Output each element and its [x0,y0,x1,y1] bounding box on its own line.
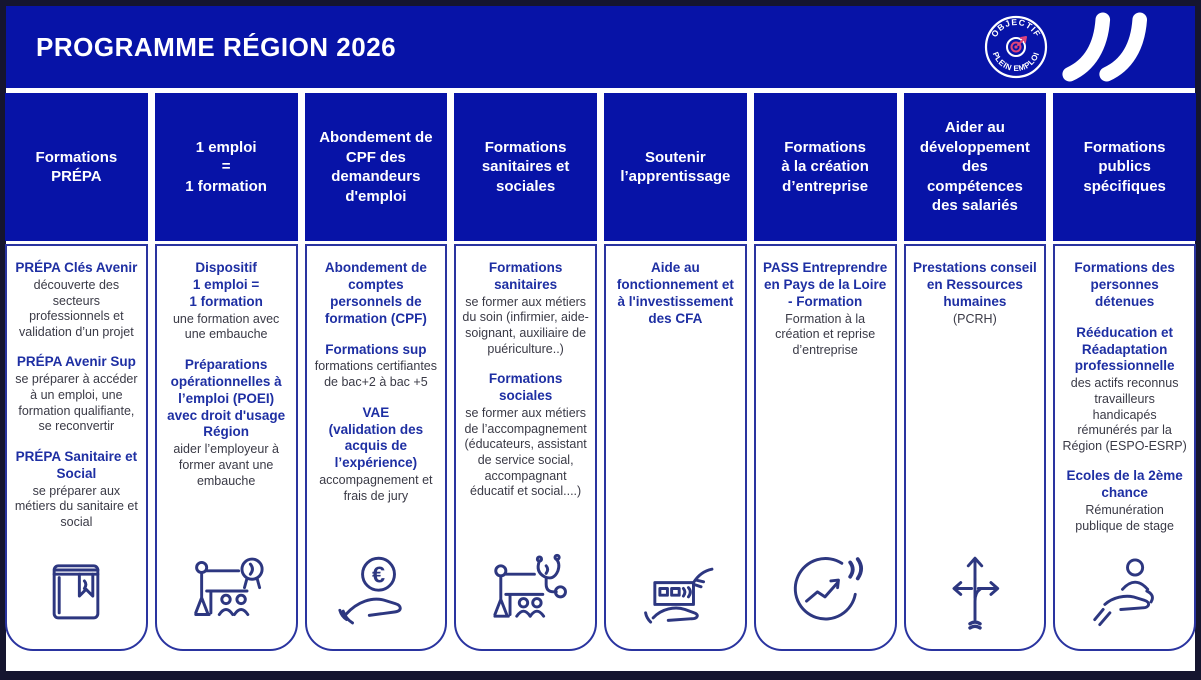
arrows-directions-icon [912,549,1039,637]
section-heading: PRÉPA Clés Avenir [15,260,138,275]
section: Formations sanitaires se former aux métie… [462,260,589,357]
hand-euro-icon: € [313,549,440,637]
section-body: Formation à la création et reprise d’ent… [775,311,876,357]
column-body: PASS Entreprendre en Pays de la Loire - … [753,244,897,651]
section-body: Rémunération publique de stage [1075,503,1174,533]
columns: Formations PRÉPA PRÉPA Clés Avenir découv… [5,93,1196,651]
section: Dispositif 1 emploi = 1 formation une for… [163,260,290,343]
column-body: Dispositif 1 emploi = 1 formation une for… [154,244,298,651]
section-heading: Formations sup [325,341,427,357]
hand-person-icon [1061,549,1188,637]
column-body: Formations des personnes détenues Rééduca… [1053,244,1196,651]
section: Formations des personnes détenues [1061,260,1188,311]
section: Préparations opérationnelles à l’emploi … [163,357,290,489]
section: Rééducation et Réadaptation professionne… [1061,325,1188,455]
column-7: Aider au développement des compétences d… [903,93,1047,651]
section-heading: PRÉPA Avenir Sup [16,354,136,370]
teacher-stethoscope-icon [462,549,589,637]
section-body: des actifs reconnus travailleurs handica… [1062,376,1187,453]
objectif-plein-emploi-badge-icon: OBJECTIF PLEIN EMPLOI [984,15,1047,79]
section: PRÉPA Sanitaire et Social se préparer aux… [13,449,140,531]
section-heading: Prestations conseil en Ressources humain… [912,260,1037,309]
section-body: accompagnement et frais de jury [319,473,433,503]
double-quote-marks-icon [1062,12,1147,82]
section: Ecoles de la 2ème chance Rémunération pub… [1061,468,1188,534]
column-body: Formations sanitaires se former aux métie… [454,244,597,651]
section-heading: VAE (validation des acquis de l’expérien… [328,404,424,471]
banner-logo-group: OBJECTIF PLEIN EMPLOI [984,12,1195,82]
column-sections: Aide au fonctionnement et à l'investisse… [612,260,739,342]
header-banner: PROGRAMME RÉGION 2026 OBJECTIF PLEIN EMP… [6,6,1195,88]
section-body: formations certifiantes de bac+2 à bac +… [314,359,438,389]
section: PASS Entreprendre en Pays de la Loire - … [762,260,889,359]
hand-building-icon [612,549,739,637]
section-heading: Formations sanitaires [488,260,563,292]
section-heading: Ecoles de la 2ème chance [1066,468,1183,501]
section-heading: Formations des personnes détenues [1074,260,1175,309]
book-icon [13,549,140,637]
growth-circle-icon [762,549,889,637]
page-title: PROGRAMME RÉGION 2026 [36,31,397,62]
section: Abondement de comptes personnels de form… [313,260,440,328]
column-body: Aide au fonctionnement et à l'investisse… [604,244,747,651]
svg-text:OBJECTIF: OBJECTIF [989,17,1043,39]
svg-text:PLEIN EMPLOI: PLEIN EMPLOI [990,51,1040,73]
section-heading: PASS Entreprendre en Pays de la Loire - … [762,260,888,309]
column-1: Formations PRÉPA PRÉPA Clés Avenir découv… [5,93,148,651]
section: VAE (validation des acquis de l’expérien… [313,405,440,505]
section-body: une formation avec une embauche [172,311,280,342]
section-body: découverte des secteurs professionnels e… [19,277,134,339]
column-2: 1 emploi = 1 formation Dispositif 1 empl… [154,93,298,651]
section: Formations sociales se former aux métiers… [462,371,589,500]
column-body: PRÉPA Clés Avenir découverte des secteurs… [5,244,148,651]
column-body: Abondement de comptes personnels de form… [304,244,448,651]
section: Aide au fonctionnement et à l'investisse… [612,260,739,328]
column-8: Formations publics spécifiques Formation… [1053,93,1196,651]
column-header: Formations publics spécifiques [1053,93,1196,241]
teacher-certificate-icon [163,549,290,637]
bottom-bar [0,671,1201,680]
section: PRÉPA Avenir Sup se préparer à accéder à … [13,354,140,434]
column-header: Formations à la création d’entreprise [753,93,897,241]
section-heading: Rééducation et Réadaptation professionne… [1074,324,1175,374]
section-body: se préparer à accéder à un emploi, une f… [15,372,138,434]
column-sections: PASS Entreprendre en Pays de la Loire - … [762,260,889,373]
section-body: se former aux métiers de l’accompagnemen… [464,406,587,499]
column-sections: Abondement de comptes personnels de form… [313,260,440,518]
svg-text:€: € [372,562,385,588]
column-4: Formations sanitaires et sociales Format… [454,93,597,651]
section-heading: Formations sociales [488,371,563,404]
section-body: (PCRH) [953,311,997,326]
section-heading: Abondement de comptes personnels de form… [324,260,427,326]
column-sections: PRÉPA Clés Avenir découverte des secteurs… [13,260,140,544]
badge-arc-bottom-label: PLEIN EMPLOI [990,51,1040,73]
column-sections: Prestations conseil en Ressources humain… [912,260,1039,341]
section-body: se préparer aux métiers du sanitaire et … [14,483,138,529]
column-header: Abondement de CPF des demandeurs d'emplo… [304,93,448,241]
badge-arc-top-label: OBJECTIF [989,17,1042,39]
column-6: Formations à la création d’entreprise PA… [753,93,897,651]
column-body: Prestations conseil en Ressources humain… [903,244,1047,651]
column-sections: Formations des personnes détenues Rééduca… [1061,260,1188,548]
column-sections: Formations sanitaires se former aux métie… [462,260,589,514]
section-heading: Aide au fonctionnement et à l'investisse… [616,260,734,326]
section-body: se former aux métiers du soin (infirmier… [462,294,589,356]
column-3: Abondement de CPF des demandeurs d'emplo… [304,93,448,651]
section: Formations sup formations certifiantes de… [313,342,440,391]
column-header: Aider au développement des compétences d… [903,93,1047,241]
section-heading: Préparations opérationnelles à l’emploi … [167,356,286,440]
column-header: Soutenir l’apprentissage [604,93,747,241]
column-5: Soutenir l’apprentissage Aide au fonctio… [604,93,747,651]
section-heading: PRÉPA Sanitaire et Social [15,448,138,481]
column-header: Formations sanitaires et sociales [454,93,597,241]
section-heading: Dispositif 1 emploi = 1 formation [189,260,263,309]
section: PRÉPA Clés Avenir découverte des secteurs… [13,260,140,340]
column-header: 1 emploi = 1 formation [154,93,298,241]
section-body: aider l’employeur à former avant une emb… [173,442,279,488]
column-header: Formations PRÉPA [5,93,148,241]
section: Prestations conseil en Ressources humain… [912,260,1039,327]
column-sections: Dispositif 1 emploi = 1 formation une for… [163,260,290,503]
